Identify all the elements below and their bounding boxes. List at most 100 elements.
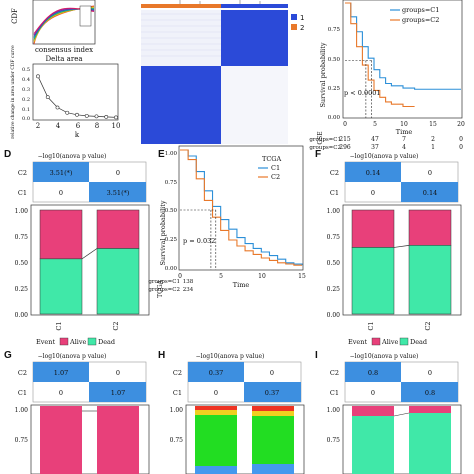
c-p-value: p < 0.0001	[344, 89, 380, 97]
delta-y-tick: 0.1	[22, 107, 30, 113]
g-bar-c1	[40, 406, 82, 474]
h-bar-c1-blue	[195, 466, 237, 474]
e-title: TCGA	[262, 155, 282, 163]
g-row-label: C2	[18, 369, 27, 377]
h-row-label: C1	[173, 389, 182, 397]
i-y-tick: 0.75	[327, 437, 341, 444]
i-bar-c1-alive	[352, 406, 394, 416]
g-cell-text: 0	[59, 389, 63, 397]
c-risk-value: 7	[402, 136, 406, 143]
heatmap-block-blue-top	[221, 10, 288, 66]
cdf-curves	[33, 5, 95, 45]
delta-y-ticks: 0.5 0.4 0.3 0.2 0.1 0.0	[22, 67, 30, 122]
km-curve-2	[180, 149, 302, 266]
h-bar-c2-yellow	[252, 411, 294, 416]
consensus-index-label: consensus index	[35, 46, 93, 54]
h-cell-text: 0	[214, 389, 218, 397]
delta-point	[55, 105, 60, 110]
bar-dead-c2	[96, 248, 140, 315]
f-row-label: C2	[330, 169, 339, 177]
i-row-label: C2	[330, 369, 339, 377]
e-y-ticks: 1.00 0.75 0.50 0.25 0.00	[165, 151, 178, 272]
cdf-axis-label: CDF	[11, 8, 19, 24]
h-heat-cell-hi	[244, 382, 301, 402]
legend-label-2: 2	[300, 24, 304, 32]
c-x-tick: 5	[373, 121, 377, 128]
delta-y-axis-label: relative change in area under CDF curve	[10, 45, 16, 139]
e-risk-row-label: groups=C2	[148, 287, 180, 293]
d-cell-text: 3.51(*)	[107, 189, 130, 197]
f-legend-dead-swatch	[399, 337, 409, 346]
f-heat-cell-hi	[345, 162, 401, 182]
f-y-ticks: 1.00 0.75 0.50 0.25 0.00	[327, 208, 341, 319]
c-x-tick: 0	[343, 121, 347, 128]
e-y-tick: 0.00	[165, 266, 178, 272]
c-y-ticks: 0.75 0.50 0.25 0.00	[328, 27, 341, 121]
g-y-tick: 0.75	[15, 437, 29, 444]
delta-y-tick: 0.5	[22, 67, 30, 73]
delta-x-tick: 2	[36, 122, 40, 130]
f-cell-text: 0.14	[366, 169, 380, 177]
panel-letter-f: F	[315, 149, 321, 160]
h-cell-text: 0	[270, 369, 274, 377]
d-y-tick: 0.00	[15, 312, 29, 319]
g-heat-cell-hi	[89, 382, 146, 402]
c-risk-value: 215	[339, 136, 351, 143]
d-cell-text: 3.51(*)	[50, 169, 73, 177]
e-x-ticks: 0 5 10 15	[178, 273, 306, 280]
panel-e: E Survival probability 1.00 0.75 0.50 0.…	[148, 145, 306, 298]
delta-plot-frame	[32, 63, 119, 121]
c-risk-value: 2	[431, 136, 435, 143]
delta-x-tick: 4	[56, 122, 61, 130]
f-legend-alive-swatch	[371, 337, 381, 346]
g-cell-text: 1.07	[54, 369, 68, 377]
f-x-tick: C1	[367, 321, 375, 330]
e-y-tick: 0.25	[165, 237, 178, 243]
f-y-tick: 0.75	[327, 234, 341, 241]
c-x-ticks: 0 5 10 15 20	[343, 121, 465, 128]
delta-x-ticks: 2 4 6 8 10	[36, 122, 121, 130]
c-km-curves	[345, 2, 461, 118]
delta-y-tick: 0.3	[22, 87, 30, 93]
cluster-bar-c1	[221, 4, 288, 8]
i-row-label: C1	[330, 389, 339, 397]
panel-letter-d: D	[4, 149, 11, 160]
h-bar-frame	[185, 404, 305, 474]
delta-point	[45, 95, 50, 100]
c-risk-table: groups=C1 215 47 7 2 0 groups=C2 296 37 …	[309, 136, 463, 151]
d-y-tick: 0.75	[15, 234, 29, 241]
d-bar-frame	[30, 204, 150, 316]
d-stacked-bars	[39, 209, 140, 315]
panel-b: 1 2	[141, 0, 304, 144]
g-bar-c2	[97, 406, 139, 474]
e-x-tick: 10	[258, 273, 266, 280]
f-y-tick: 1.00	[327, 208, 341, 215]
g-bar-frame	[30, 404, 150, 474]
d-heat-cell-hi	[89, 182, 146, 202]
f-header: −log10(anova p value)	[350, 153, 419, 160]
h-y-tick: 0.75	[170, 437, 184, 444]
e-y-tick: 0.50	[165, 208, 178, 214]
panel-i: I −log10(anova p value) C2 C1 0.8 0 0 0.…	[315, 350, 462, 474]
cluster-bar-c2	[141, 4, 288, 8]
e-x-tick: 15	[298, 273, 306, 280]
h-heat-cell-hi	[188, 362, 244, 382]
c-x-tick: 20	[457, 121, 465, 128]
delta-line	[37, 76, 117, 118]
d-legend-dead-swatch	[87, 337, 97, 346]
c-legend-c1: groups=C1	[402, 6, 439, 14]
heatmap-noise	[141, 13, 221, 57]
g-row-label: C1	[18, 389, 27, 397]
bar-connector	[393, 245, 410, 248]
km-curve-2	[345, 2, 415, 108]
bar-dead-c2	[408, 245, 452, 315]
d-legend-dead: Dead	[98, 338, 115, 346]
e-x-tick: 0	[178, 273, 182, 280]
h-cell-text: 0.37	[209, 369, 223, 377]
c-risk-value: 4	[402, 144, 406, 151]
heatmap-block-blue-bottom	[141, 66, 221, 144]
c-x-label: Time	[396, 128, 413, 136]
panel-d: D −log10(anova p value) C2 C1 3.51(*) 0 …	[4, 149, 150, 346]
i-bar-c2-alive	[409, 406, 451, 413]
e-legend-c2: C2	[271, 173, 280, 181]
